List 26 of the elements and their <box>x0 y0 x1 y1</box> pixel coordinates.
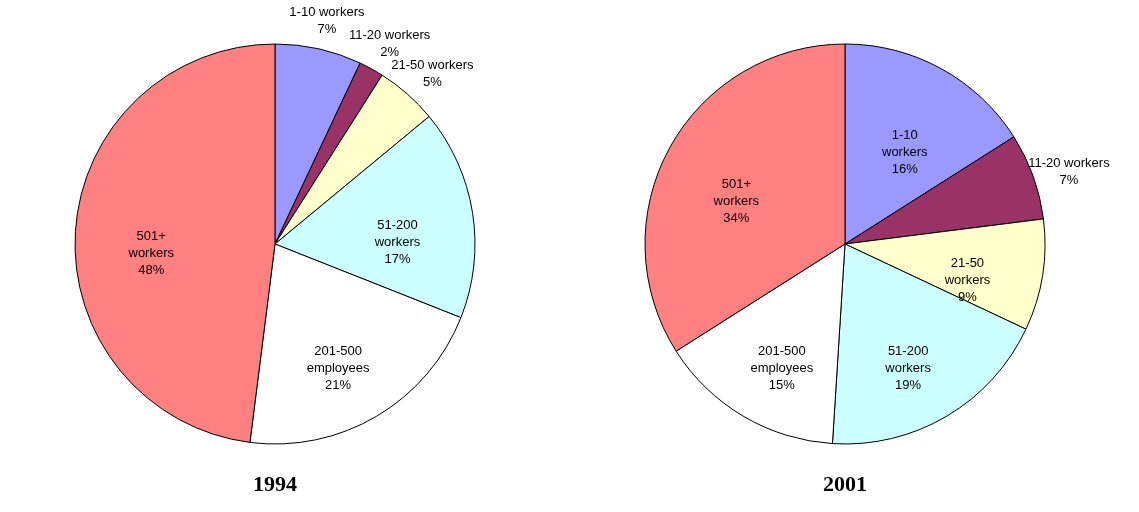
text: 1994 <box>253 471 297 496</box>
slice-label: 11-20 workers <box>348 27 431 43</box>
slice-label: 21-50 workers <box>943 255 991 288</box>
data-label: 17% <box>384 250 411 266</box>
slice-label: 501+ workers <box>712 176 760 209</box>
data-label: 21% <box>325 376 352 392</box>
data-label: 15% <box>768 376 796 392</box>
data-label: 34% <box>723 210 750 226</box>
slice-label: 201-500 employees <box>306 342 371 375</box>
slice-label: 501+ workers <box>127 228 175 261</box>
slice-label: 201-500 employees <box>750 342 814 375</box>
data-label: 7% <box>1059 172 1079 188</box>
data-label: 19% <box>895 376 922 392</box>
slice-label: 51-200 workers <box>373 216 421 249</box>
data-label: 7% <box>317 20 337 36</box>
slice-label: 11-20 workers <box>1028 155 1111 171</box>
text: 2001 <box>823 471 867 496</box>
data-label: 2% <box>380 44 400 60</box>
slice-label: 51-200 workers <box>884 342 932 375</box>
slice-label: 21-50 workers <box>391 57 475 73</box>
data-label: 9% <box>958 289 978 305</box>
slice-label: 1-10 workers <box>880 127 928 160</box>
data-label: 16% <box>891 161 919 177</box>
data-label: 5% <box>422 74 443 90</box>
slice-label: 1-10 workers <box>289 3 365 19</box>
data-label: 48% <box>138 262 165 278</box>
